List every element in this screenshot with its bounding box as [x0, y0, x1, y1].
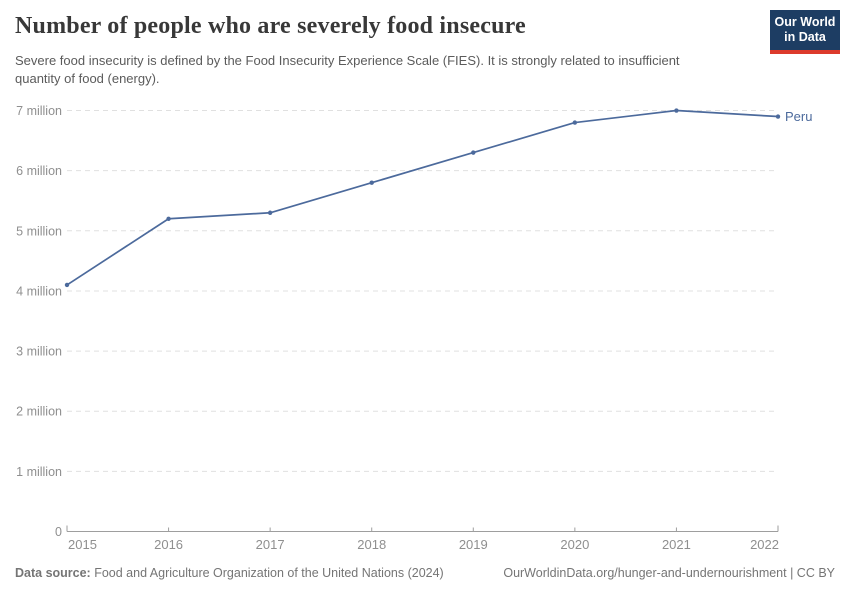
data-source-note: Data source: Food and Agriculture Organi…	[15, 566, 444, 580]
x-tick-label: 2021	[662, 537, 691, 552]
data-point[interactable]	[775, 114, 781, 119]
owid-logo-line1: Our World	[774, 15, 836, 29]
data-point[interactable]	[267, 210, 273, 215]
y-tick-label: 5 million	[16, 224, 62, 238]
data-source-label: Data source:	[15, 566, 91, 580]
x-tick-label: 2018	[357, 537, 386, 552]
x-tick-label: 2016	[154, 537, 183, 552]
x-tick-label: 2020	[560, 537, 589, 552]
entity-label[interactable]: Peru	[785, 109, 812, 124]
data-point[interactable]	[369, 180, 374, 185]
page-title: Number of people who are severely food i…	[15, 13, 526, 39]
data-point[interactable]	[471, 150, 476, 155]
owid-logo-line2: in Data	[784, 30, 826, 45]
chart-subtitle: Severe food insecurity is defined by the…	[15, 53, 680, 87]
data-source-text: Food and Agriculture Organization of the…	[90, 566, 444, 580]
data-line-peru[interactable]	[66, 109, 779, 286]
data-point[interactable]	[166, 216, 171, 221]
license-link[interactable]: OurWorldinData.org/hunger-and-undernouri…	[503, 566, 835, 580]
y-tick-label: 2 million	[16, 405, 62, 419]
x-tick-label: 2022	[750, 537, 779, 552]
x-tick-label: 2015	[68, 537, 97, 552]
x-tick-label: 2017	[256, 537, 285, 552]
chart-footer: Data source: Food and Agriculture Organi…	[15, 566, 835, 580]
y-tick-label: 7 million	[16, 104, 62, 118]
owid-logo[interactable]: Our World in Data	[770, 10, 840, 54]
data-point[interactable]	[572, 120, 578, 125]
y-tick-label: 4 million	[16, 284, 62, 298]
data-point[interactable]	[674, 108, 679, 113]
data-point[interactable]	[64, 282, 70, 288]
x-tick-label: 2019	[459, 537, 488, 552]
y-tick-label: 6 million	[16, 164, 62, 178]
y-tick-label: 3 million	[16, 345, 62, 359]
y-tick-label: 1 million	[16, 465, 62, 479]
y-tick-label: 0	[55, 525, 62, 539]
